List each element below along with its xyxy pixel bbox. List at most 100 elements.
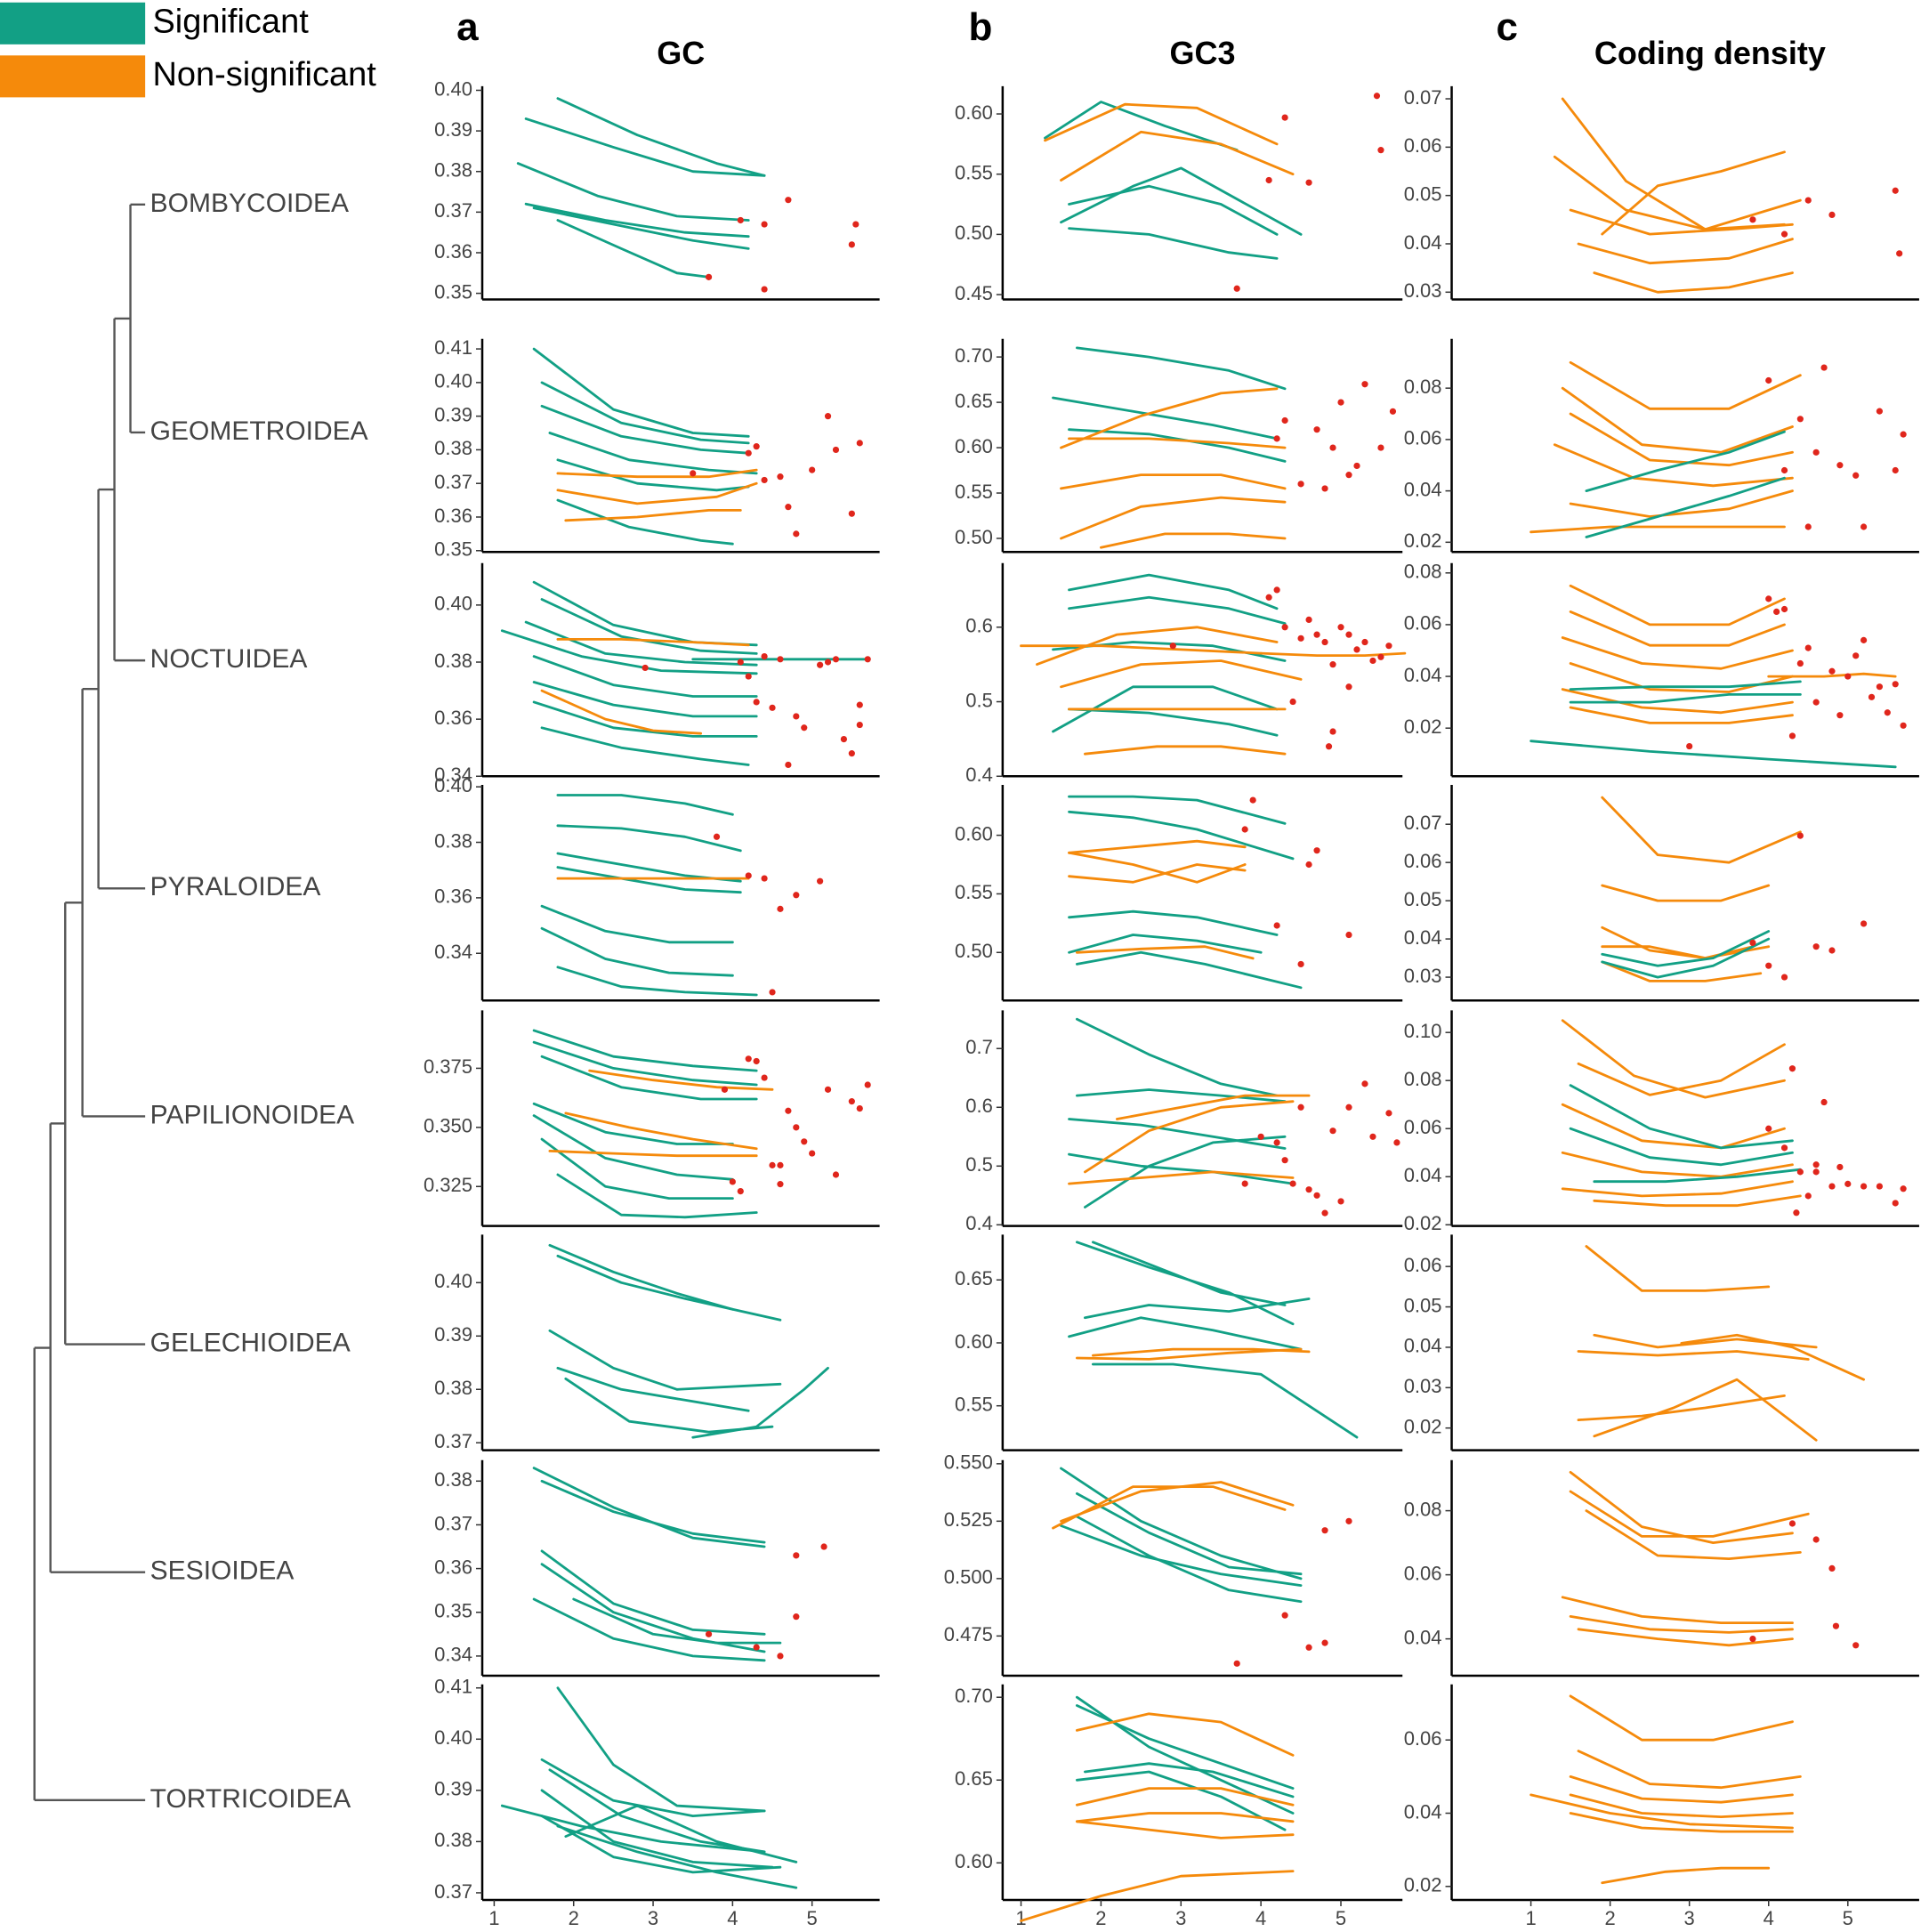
data-point bbox=[848, 510, 855, 517]
data-point bbox=[824, 659, 832, 666]
data-point bbox=[848, 750, 855, 757]
data-point bbox=[1749, 939, 1756, 946]
curve bbox=[540, 1549, 766, 1636]
data-point bbox=[824, 413, 832, 420]
data-point bbox=[801, 1138, 808, 1145]
data-point bbox=[1325, 743, 1333, 750]
y-tick-label: 0.36 bbox=[434, 707, 472, 729]
y-tick-label: 0.38 bbox=[434, 1468, 472, 1491]
y-tick-label: 0.39 bbox=[434, 403, 472, 425]
data-point bbox=[1804, 644, 1812, 651]
curve bbox=[532, 1467, 766, 1548]
data-point bbox=[1788, 1520, 1796, 1527]
curve bbox=[1044, 101, 1239, 151]
clade-label: NOCTUIDEA bbox=[150, 644, 308, 674]
curve bbox=[556, 852, 742, 883]
data-point bbox=[864, 656, 871, 663]
curve bbox=[556, 866, 742, 894]
y-tick-label: 0.36 bbox=[434, 505, 472, 527]
data-point bbox=[1876, 408, 1884, 415]
clade-label: BOMBYCOIDEA bbox=[150, 189, 349, 218]
curve bbox=[1577, 1394, 1786, 1421]
curve bbox=[1529, 1793, 1794, 1830]
data-point bbox=[785, 761, 792, 769]
data-point bbox=[1852, 472, 1860, 479]
data-point bbox=[753, 699, 760, 706]
y-tick-label: 0.60 bbox=[955, 1850, 993, 1872]
curve bbox=[548, 1243, 734, 1311]
curve bbox=[1569, 1084, 1794, 1150]
data-point bbox=[777, 1161, 784, 1168]
curve bbox=[540, 1758, 766, 1817]
y-tick-label: 0.34 bbox=[434, 941, 472, 963]
y-tick-label: 0.36 bbox=[434, 240, 472, 263]
data-point bbox=[1321, 1639, 1328, 1646]
data-point bbox=[705, 273, 713, 280]
curve bbox=[540, 926, 734, 977]
y-tick-label: 0.37 bbox=[434, 1880, 472, 1903]
curve bbox=[556, 1686, 766, 1813]
curve bbox=[1092, 1347, 1311, 1357]
curve bbox=[1585, 1509, 1802, 1560]
y-tick-label: 0.06 bbox=[1404, 427, 1442, 449]
data-point bbox=[1860, 523, 1868, 530]
data-point bbox=[1273, 922, 1280, 929]
data-point bbox=[761, 653, 768, 660]
y-tick-label: 0.37 bbox=[434, 1430, 472, 1452]
data-point bbox=[1329, 444, 1336, 451]
data-point bbox=[737, 216, 744, 224]
y-tick-label: 0.55 bbox=[955, 481, 993, 503]
curve bbox=[540, 1479, 766, 1544]
data-point bbox=[1788, 732, 1796, 740]
curve bbox=[1068, 227, 1279, 260]
curve bbox=[1561, 386, 1794, 454]
data-point bbox=[824, 1086, 832, 1093]
y-tick-label: 0.38 bbox=[434, 1377, 472, 1399]
curve bbox=[1529, 740, 1897, 769]
curve bbox=[1561, 1596, 1794, 1624]
y-tick-label: 0.60 bbox=[955, 822, 993, 845]
curve bbox=[540, 1137, 734, 1200]
curve bbox=[532, 1114, 734, 1181]
data-point bbox=[1345, 631, 1352, 638]
y-tick-label: 0.04 bbox=[1404, 1800, 1442, 1823]
y-tick-label: 0.05 bbox=[1404, 1294, 1442, 1316]
y-tick-label: 0.06 bbox=[1404, 1116, 1442, 1138]
curve bbox=[564, 1804, 798, 1863]
curve bbox=[1068, 909, 1279, 936]
data-point bbox=[1812, 699, 1820, 706]
data-point bbox=[1337, 1198, 1344, 1205]
data-point bbox=[761, 875, 768, 882]
x-tick-label: 4 bbox=[1255, 1907, 1266, 1929]
data-point bbox=[1297, 1103, 1304, 1111]
curve bbox=[1259, 651, 1407, 657]
y-tick-label: 0.08 bbox=[1404, 561, 1442, 583]
curve bbox=[1052, 396, 1279, 441]
data-point bbox=[1345, 472, 1352, 479]
curve bbox=[1569, 1490, 1810, 1538]
y-tick-label: 0.4 bbox=[965, 764, 993, 786]
data-point bbox=[848, 241, 855, 248]
data-point bbox=[1281, 416, 1288, 424]
curve bbox=[1577, 1750, 1802, 1790]
data-point bbox=[1281, 624, 1288, 631]
panel-letter: b bbox=[969, 5, 993, 49]
legend-swatch bbox=[0, 55, 146, 98]
data-point bbox=[1765, 376, 1772, 384]
y-tick-label: 0.08 bbox=[1404, 1068, 1442, 1090]
curve bbox=[1060, 473, 1287, 490]
y-tick-label: 0.70 bbox=[955, 344, 993, 367]
data-point bbox=[856, 701, 863, 708]
data-point bbox=[761, 476, 768, 484]
data-point bbox=[777, 1181, 784, 1188]
y-tick-label: 0.40 bbox=[434, 1270, 472, 1292]
data-point bbox=[1804, 523, 1812, 530]
data-point bbox=[1804, 197, 1812, 204]
y-tick-label: 0.40 bbox=[434, 370, 472, 392]
curve bbox=[1060, 1481, 1295, 1523]
data-point bbox=[1804, 1192, 1812, 1200]
curve bbox=[1569, 489, 1794, 518]
curve bbox=[1076, 1820, 1295, 1839]
curve bbox=[540, 598, 758, 655]
curve bbox=[1601, 960, 1763, 982]
